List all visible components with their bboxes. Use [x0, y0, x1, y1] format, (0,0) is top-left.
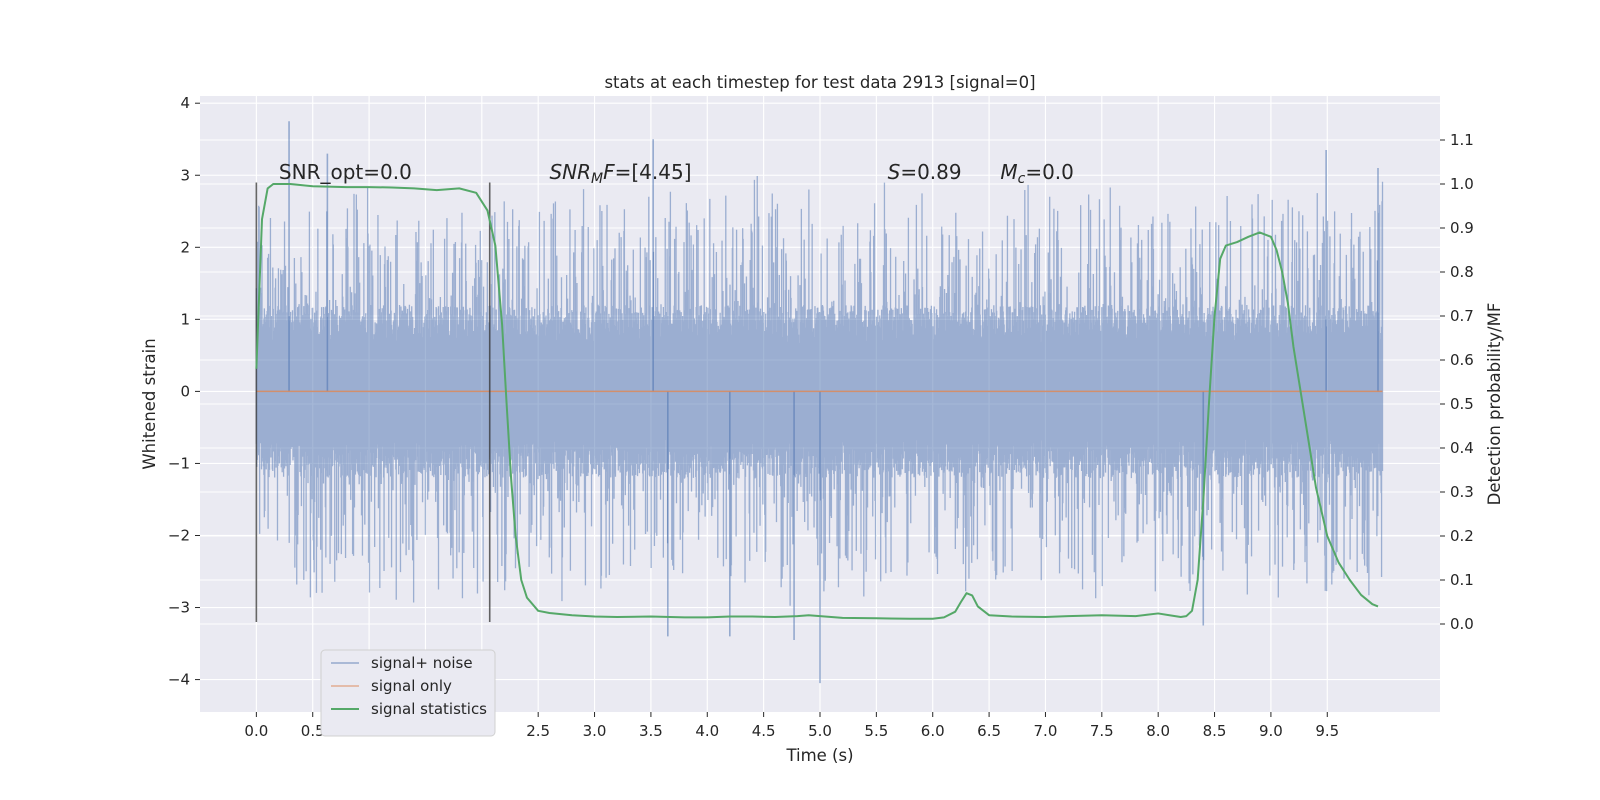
y-tick-label: 1 [180, 310, 190, 328]
x-tick-label: 8.5 [1203, 722, 1227, 740]
x-tick-label: 0.5 [301, 722, 325, 740]
y-axis-ticks: −4 −3 −2 −1 0 1 2 3 4 [168, 94, 200, 689]
x-tick-label: 2.5 [526, 722, 550, 740]
y2-tick-label: 0.4 [1450, 439, 1474, 457]
chart-title: stats at each timestep for test data 291… [604, 73, 1035, 92]
x-tick-label: 6.5 [977, 722, 1001, 740]
annotation-part: F [603, 160, 615, 184]
annotation-text: Mc=0.0 [1000, 160, 1074, 187]
legend-box [320, 649, 496, 737]
x-tick-label: 4.0 [695, 722, 719, 740]
x-tick-label: 0.0 [244, 722, 268, 740]
annotation-part: SNR_opt=0.0 [279, 160, 412, 184]
y-axis-label: Whitened strain [140, 338, 159, 469]
annotation-part: =[4.45] [615, 160, 692, 184]
annotations: SNR_opt=0.0 SNRMF=[4.45] S=0.89 Mc=0.0 [279, 160, 1074, 187]
series-signal-statistics [255, 183, 1379, 620]
y-tick-label: −1 [168, 454, 190, 472]
y-tick-label: −4 [168, 671, 190, 689]
annotation-part: c [1018, 171, 1026, 187]
x-tick-label: 9.0 [1259, 722, 1283, 740]
annotation-text: SNR_opt=0.0 [279, 160, 412, 184]
x-tick-label: 4.5 [752, 722, 776, 740]
annotation-text: SNRMF=[4.45] [549, 160, 691, 187]
x-tick-label: 5.5 [864, 722, 888, 740]
legend-label-signal-noise: signal+ noise [371, 654, 473, 672]
y2-tick-label: 0.3 [1450, 483, 1474, 501]
y2-axis-label: Detection probability/MF [1485, 303, 1504, 506]
annotation-part: SNR [549, 160, 591, 184]
y2-tick-label: 0.7 [1450, 307, 1474, 325]
x-tick-label: 9.5 [1315, 722, 1339, 740]
x-tick-label: 7.5 [1090, 722, 1114, 740]
y2-tick-label: 0.2 [1450, 527, 1474, 545]
y2-tick-label: 0.5 [1450, 395, 1474, 413]
y-tick-label: 0 [180, 382, 190, 400]
y-tick-label: 4 [180, 94, 190, 112]
legend-label-signal-only: signal only [371, 677, 452, 695]
legend-label-signal-statistics: signal statistics [371, 700, 487, 718]
x-axis-label: Time (s) [785, 746, 853, 765]
y2-tick-label: 0.6 [1450, 351, 1474, 369]
y2-axis-ticks: 0.0 0.1 0.2 0.3 0.4 0.5 0.6 0.7 0.8 0.9 1.0 1.1 [1440, 131, 1474, 633]
x-tick-label: 8.0 [1146, 722, 1170, 740]
annotation-part: M [591, 171, 603, 187]
y2-tick-label: 0.8 [1450, 263, 1474, 281]
annotation-part: =0.0 [1025, 160, 1074, 184]
y-tick-label: 2 [180, 238, 190, 256]
signal-statistics-line [255, 183, 1379, 620]
vertical-markers [255, 182, 491, 622]
y-tick-label: −3 [168, 599, 190, 617]
y2-tick-label: 1.0 [1450, 175, 1474, 193]
y2-tick-label: 1.1 [1450, 131, 1474, 149]
x-tick-label: 3.0 [583, 722, 607, 740]
annotation-text: S=0.89 [888, 160, 962, 184]
y-tick-label: 3 [180, 166, 190, 184]
y2-tick-label: 0.0 [1450, 615, 1474, 633]
y2-tick-label: 0.1 [1450, 571, 1474, 589]
x-tick-label: 3.5 [639, 722, 663, 740]
x-tick-label: 5.0 [808, 722, 832, 740]
x-tick-label: 7.0 [1034, 722, 1058, 740]
annotation-part: S [888, 160, 901, 184]
y-tick-label: −2 [168, 526, 190, 544]
annotation-part: =0.89 [900, 160, 961, 184]
annotation-part: M [1000, 160, 1017, 184]
legend: signal+ noise signal only signal statist… [320, 649, 496, 737]
series-signal-noise [255, 121, 1384, 684]
x-tick-label: 6.0 [921, 722, 945, 740]
y2-tick-label: 0.9 [1450, 219, 1474, 237]
